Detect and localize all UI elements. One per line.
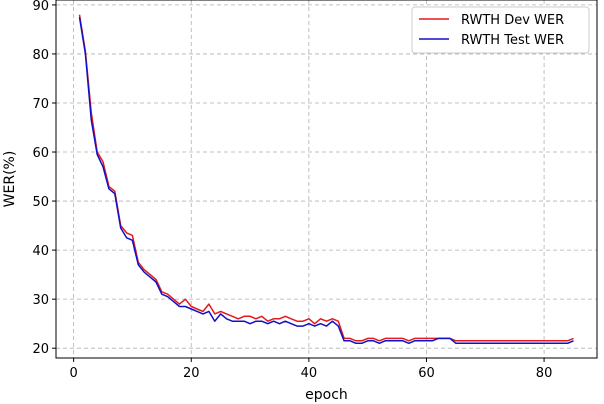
series-layer xyxy=(78,14,574,345)
grid-layer xyxy=(56,0,597,358)
x-tick-label: 60 xyxy=(418,366,435,381)
y-tick-label: 50 xyxy=(32,195,49,210)
y-tick-label: 40 xyxy=(32,244,49,259)
plot-frame xyxy=(55,0,598,359)
x-tick-label: 20 xyxy=(183,366,200,381)
series-line-dev xyxy=(78,14,574,342)
legend-box xyxy=(411,6,590,54)
x-axis-label: epoch xyxy=(305,387,348,403)
legend-label-dev: RWTH Dev WER xyxy=(461,13,564,28)
y-axis-label: WER(%) xyxy=(2,151,18,208)
y-tick-label: 90 xyxy=(32,0,49,14)
y-tick-label: 60 xyxy=(32,146,49,161)
tick-layer: 0 20 40 60 80 20 30 40 50 60 70 80 90 xyxy=(32,0,552,381)
x-tick-label: 80 xyxy=(536,366,553,381)
y-tick-label: 70 xyxy=(32,97,49,112)
x-tick-label: 40 xyxy=(301,366,318,381)
y-tick-label: 30 xyxy=(32,293,49,308)
legend: RWTH Dev WER RWTH Test WER xyxy=(411,6,590,54)
legend-label-test: RWTH Test WER xyxy=(461,33,564,48)
y-tick-label: 80 xyxy=(32,48,49,63)
series-line-test xyxy=(78,17,574,345)
x-tick-label: 0 xyxy=(70,366,78,381)
y-tick-label: 20 xyxy=(32,342,49,357)
